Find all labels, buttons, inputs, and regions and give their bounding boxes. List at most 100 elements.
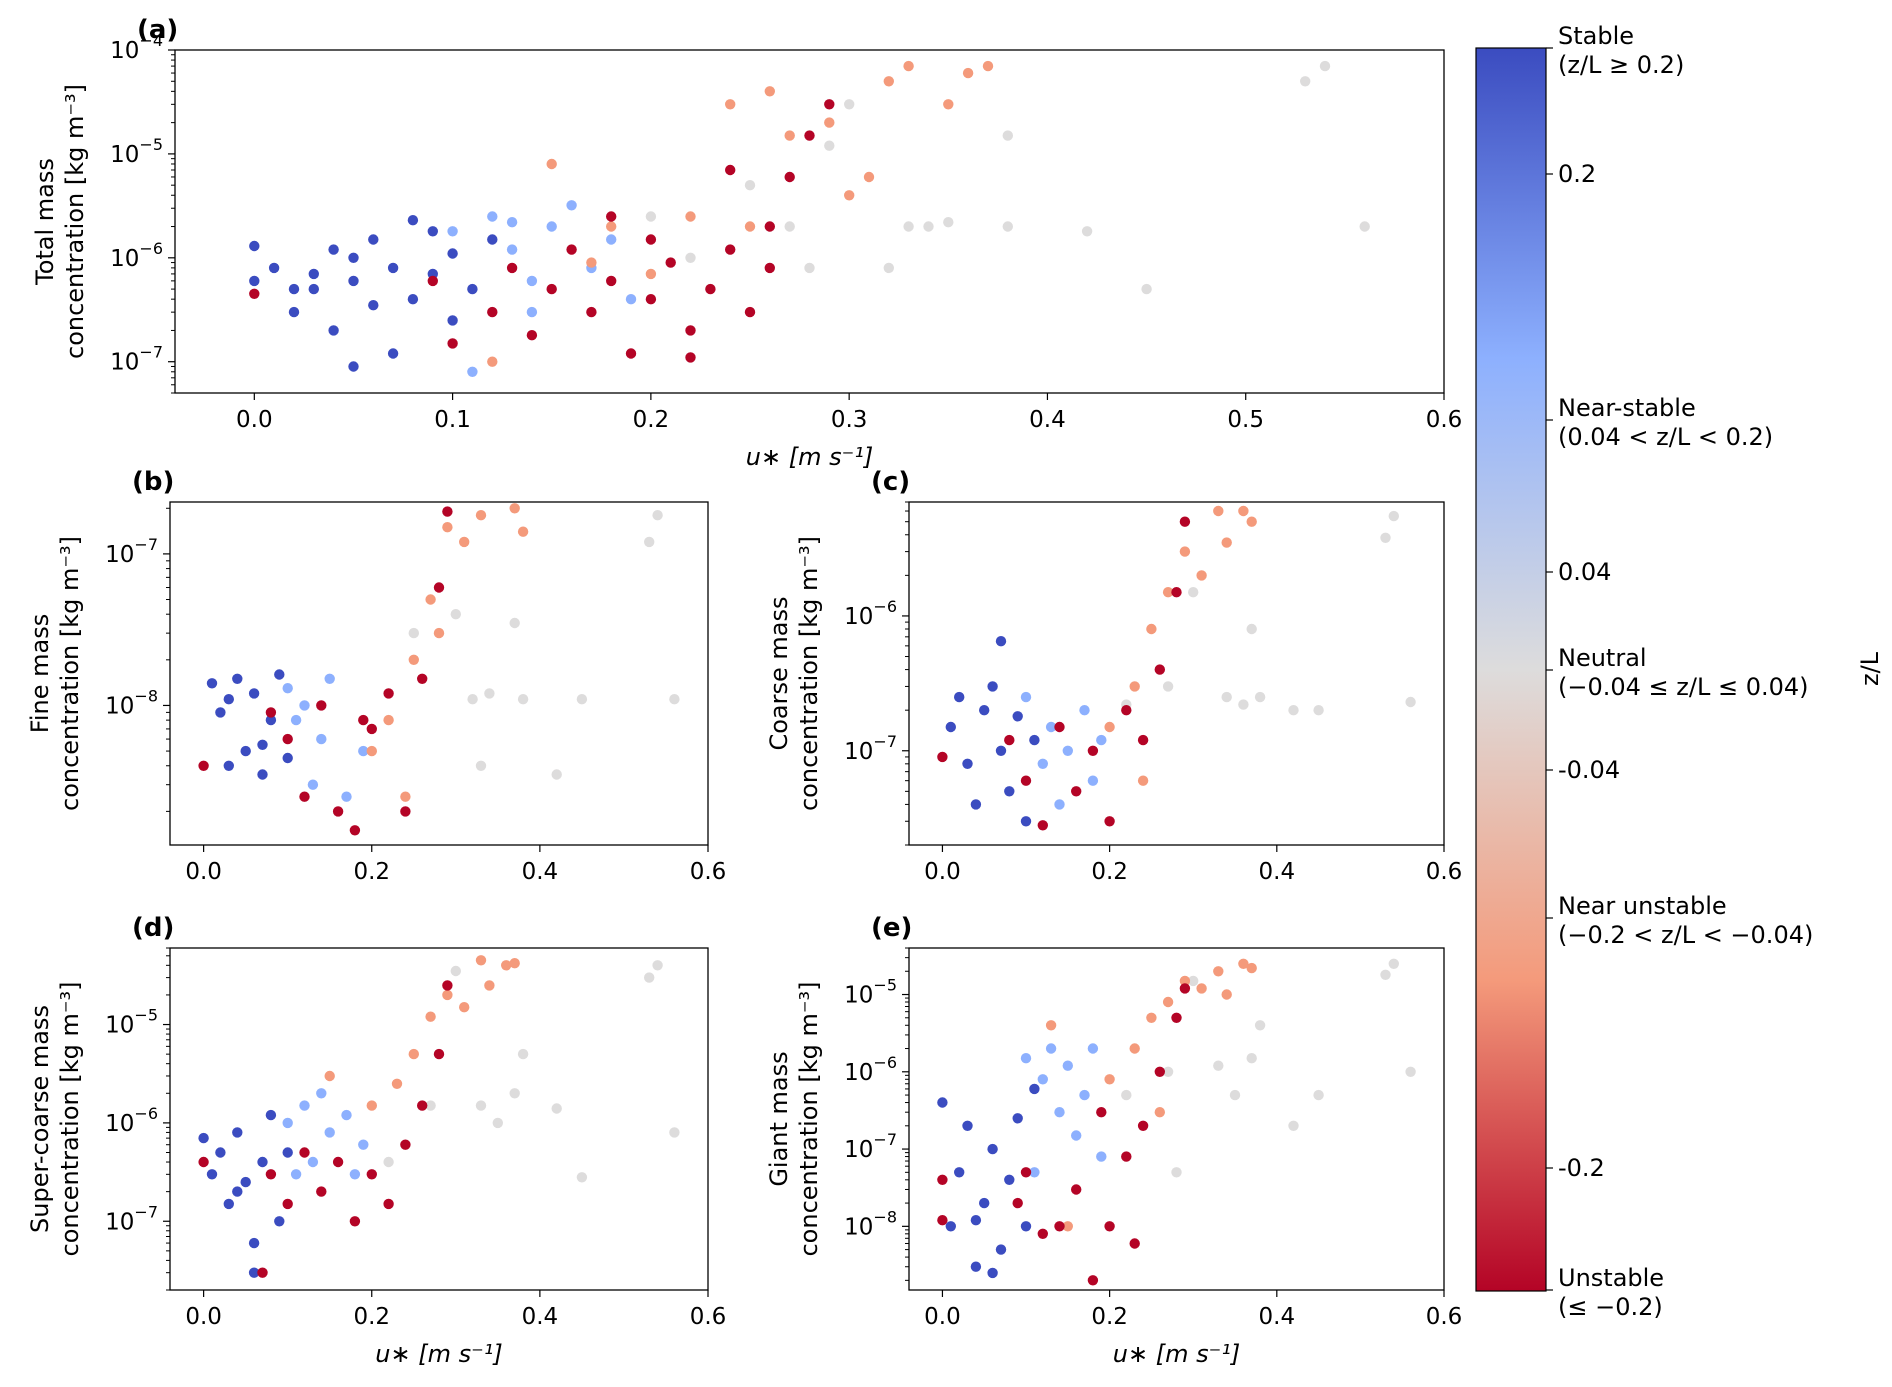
panel-label: (b) (132, 467, 174, 497)
point-near-unstable (685, 211, 696, 222)
point-unstable (764, 221, 775, 232)
point-near-unstable (982, 60, 994, 72)
point-near-unstable (442, 522, 453, 533)
point-stable (970, 799, 982, 810)
point-near-unstable (1196, 570, 1207, 581)
point-near-unstable (824, 117, 835, 128)
point-stable (232, 1127, 243, 1138)
point-unstable (566, 244, 577, 255)
point-stable (257, 1156, 268, 1168)
point-unstable (433, 1048, 445, 1060)
point-stable (240, 1176, 251, 1188)
y-axis-label: concentration [kg m⁻³] (795, 536, 823, 811)
point-stable (348, 275, 359, 287)
point-unstable (1104, 816, 1115, 827)
point-stable (970, 1261, 982, 1272)
point-neutral (1388, 510, 1400, 522)
point-near-unstable (1146, 1012, 1157, 1023)
point-near-stable (324, 1127, 335, 1138)
point-near-unstable (408, 1048, 419, 1060)
point-unstable (316, 1186, 327, 1197)
point-near-unstable (1129, 681, 1140, 692)
x-tick-label: 0.0 (236, 407, 273, 433)
point-neutral (824, 140, 835, 151)
panels: 0.0 0.1 0.2 0.3 0.4 0.5 0.6 10−7 10−6 10−5 10−4 Tot… (26, 15, 1462, 1368)
point-near-unstable (744, 221, 756, 232)
point-stable (265, 714, 277, 726)
point-neutral (1313, 1089, 1324, 1101)
x-tick-label: 0.6 (1426, 407, 1463, 433)
point-unstable (299, 1147, 310, 1158)
point-unstable (1154, 1066, 1166, 1078)
point-near-stable (1079, 1089, 1090, 1101)
point-near-stable (1045, 1043, 1057, 1054)
point-unstable (1020, 775, 1032, 786)
point-stable (223, 760, 234, 771)
point-near-unstable (883, 76, 894, 87)
point-near-unstable (400, 791, 411, 802)
point-neutral (1229, 1089, 1241, 1101)
point-stable (995, 1244, 1007, 1255)
point-neutral (1221, 691, 1232, 703)
colorbar-category-range: (z/L ≥ 0.2) (1558, 51, 1684, 79)
point-stable (467, 283, 478, 295)
point-near-unstable (645, 268, 657, 280)
x-tick-label: 0.0 (185, 859, 222, 885)
axes-frame (908, 947, 1445, 1291)
point-neutral (551, 769, 562, 780)
point-neutral (669, 1127, 680, 1138)
point-unstable (824, 99, 835, 110)
point-stable (987, 681, 998, 692)
point-near-stable (1096, 1151, 1107, 1162)
point-near-unstable (863, 171, 875, 183)
point-neutral (1313, 705, 1324, 716)
point-stable (945, 1221, 956, 1232)
point-stable (249, 240, 260, 252)
point-unstable (1012, 1197, 1023, 1209)
point-unstable (937, 751, 948, 763)
y-axis-label: concentration [kg m⁻³] (795, 981, 823, 1256)
point-near-stable (282, 683, 293, 694)
point-unstable (1179, 516, 1191, 527)
point-near-stable (282, 1117, 293, 1129)
point-unstable (316, 700, 327, 711)
point-unstable (725, 164, 736, 176)
point-unstable (366, 1169, 377, 1180)
point-neutral (1141, 283, 1152, 295)
point-neutral (1388, 958, 1400, 969)
point-stable (937, 1097, 948, 1108)
point-neutral (576, 694, 588, 705)
x-tick-label: 0.0 (924, 1304, 961, 1330)
point-stable (447, 315, 458, 326)
point-unstable (725, 244, 736, 255)
point-unstable (1087, 1275, 1099, 1286)
point-unstable (427, 275, 438, 287)
point-near-stable (1029, 1167, 1040, 1178)
point-unstable (249, 288, 260, 299)
point-stable (1012, 1113, 1023, 1124)
axes-frame (169, 947, 709, 1291)
point-unstable (400, 1139, 411, 1150)
point-unstable (1037, 820, 1049, 831)
point-unstable (299, 791, 310, 802)
x-tick-label: 0.4 (1259, 1304, 1296, 1330)
scatter-points (937, 505, 1416, 831)
point-unstable (1071, 786, 1082, 797)
point-unstable (645, 294, 657, 305)
point-unstable (366, 723, 377, 735)
point-neutral (1254, 1020, 1266, 1031)
point-near-stable (307, 779, 319, 790)
x-tick-label: 0.2 (633, 407, 670, 433)
point-neutral (844, 99, 855, 110)
point-unstable (645, 234, 657, 245)
point-near-unstable (442, 989, 453, 1001)
colorbar-category-range: (−0.04 ≤ z/L ≤ 0.04) (1558, 673, 1809, 701)
point-near-stable (358, 745, 369, 757)
point-near-unstable (1213, 966, 1224, 977)
point-near-stable (307, 1156, 319, 1168)
point-unstable (442, 506, 453, 517)
x-tick-label: 0.6 (690, 859, 727, 885)
point-near-stable (341, 1109, 352, 1121)
point-unstable (506, 262, 518, 274)
point-neutral (1380, 532, 1391, 543)
